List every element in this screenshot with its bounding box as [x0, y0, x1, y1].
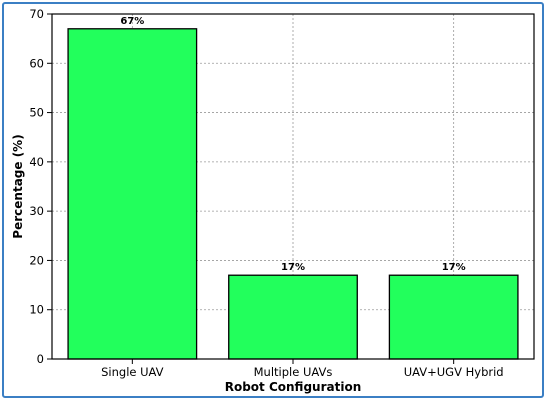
y-tick-label: 10	[29, 303, 44, 317]
data-label: 17%	[281, 262, 305, 273]
y-tick-label: 60	[29, 56, 44, 70]
data-labels: 67% 17% 17%	[120, 16, 465, 273]
y-tick-label: 50	[29, 106, 44, 120]
y-tick-label: 30	[29, 204, 44, 218]
y-tick-label: 40	[29, 155, 44, 169]
y-tick-label: 70	[29, 7, 44, 21]
y-axis-ticks: 0 10 20 30 40 50 60 70	[29, 7, 52, 366]
x-tick-label: Single UAV	[101, 365, 164, 379]
x-tick-label: UAV+UGV Hybrid	[404, 365, 504, 379]
data-label: 67%	[120, 16, 144, 27]
y-tick-label: 0	[37, 352, 44, 366]
figure-frame: 67% 17% 17% 0 10 20 30 40 50 60 70 Single UAV Mult…	[2, 2, 544, 398]
y-axis-label: Percentage (%)	[11, 134, 25, 238]
data-label: 17%	[442, 262, 466, 273]
y-tick-label: 20	[29, 253, 44, 267]
x-axis-label: Robot Configuration	[225, 380, 362, 394]
bar-single-uav	[67, 28, 198, 360]
bar-uav-ugv-hybrid	[388, 274, 519, 360]
bar-chart: 67% 17% 17% 0 10 20 30 40 50 60 70 Single UAV Mult…	[11, 7, 535, 394]
plot-area-border	[51, 13, 535, 360]
bar-multiple-uavs	[228, 274, 358, 360]
x-axis-ticks: Single UAV Multiple UAVs UAV+UGV Hybrid	[101, 359, 504, 379]
x-tick-label: Multiple UAVs	[254, 365, 333, 379]
